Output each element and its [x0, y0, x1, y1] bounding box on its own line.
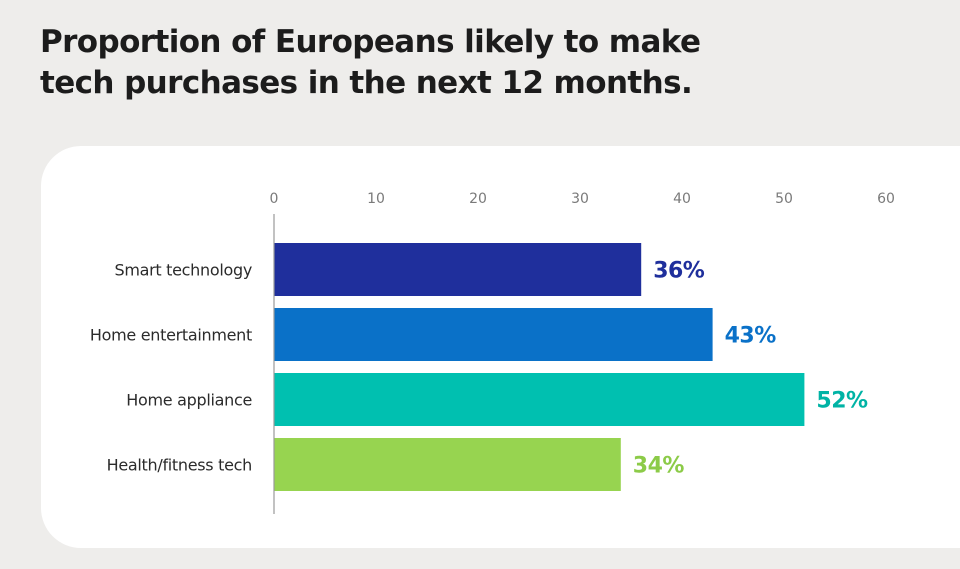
x-tick-label: 0: [270, 191, 279, 207]
bar: [274, 438, 621, 491]
value-label: 34%: [633, 454, 685, 479]
x-tick-label: 60: [877, 191, 895, 207]
chart-title: Proportion of Europeans likely to make t…: [40, 22, 760, 104]
bar: [274, 308, 713, 361]
x-tick-label: 20: [469, 191, 487, 207]
value-label: 36%: [653, 259, 705, 284]
bar: [274, 243, 642, 296]
category-label: Health/fitness tech: [107, 456, 252, 475]
x-tick-label: 10: [367, 191, 385, 207]
bars: [274, 243, 805, 491]
chart-title-line-1: Proportion of Europeans likely to make: [40, 24, 701, 60]
x-tick-label: 30: [571, 191, 589, 207]
category-label: Smart technology: [114, 261, 252, 280]
category-label: Home appliance: [126, 391, 252, 410]
x-tick-label: 50: [775, 191, 793, 207]
x-axis-ticks: 0 10 20 30 40 50 60: [270, 191, 895, 207]
category-label: Home entertainment: [90, 326, 252, 345]
chart-title-line-2: tech purchases in the next 12 months.: [40, 65, 693, 101]
bar: [274, 373, 805, 426]
x-tick-label: 40: [673, 191, 691, 207]
value-label: 43%: [725, 324, 777, 349]
labels: Smart technology 36% Home entertainment 43%…: [90, 259, 869, 479]
value-label: 52%: [816, 389, 868, 414]
